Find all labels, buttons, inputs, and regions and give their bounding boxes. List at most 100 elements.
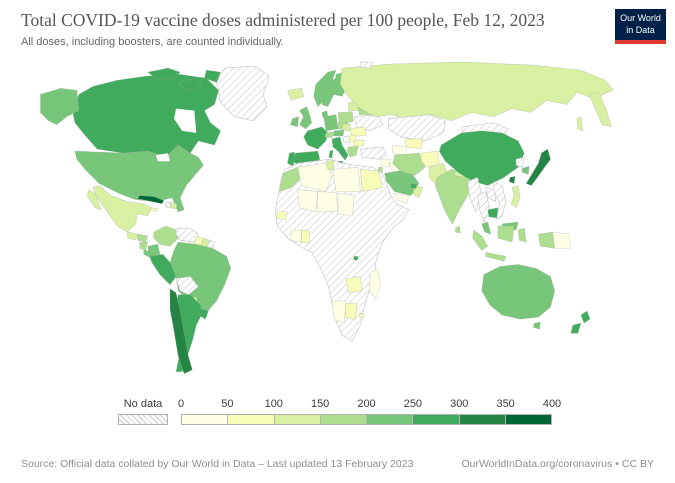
legend-bin-swatch[interactable]	[182, 415, 229, 424]
country-cuba[interactable]	[137, 195, 165, 205]
country-austria[interactable]	[332, 129, 345, 137]
country-iceland[interactable]	[287, 88, 304, 101]
country-uae[interactable]	[410, 183, 418, 189]
country-italy-sardinia[interactable]	[328, 149, 334, 159]
country-senegal[interactable]	[275, 211, 288, 221]
country-guatemala[interactable]	[127, 231, 138, 241]
country-madagascar[interactable]	[369, 268, 381, 300]
country-new-zealand-south[interactable]	[570, 322, 582, 334]
country-indonesia-sumatra[interactable]	[472, 229, 489, 251]
country-algeria[interactable]	[297, 162, 333, 192]
country-honduras[interactable]	[137, 233, 149, 243]
country-ireland[interactable]	[290, 116, 299, 128]
country-colombia[interactable]	[153, 225, 179, 247]
country-rwanda[interactable]	[352, 256, 359, 261]
country-chad[interactable]	[337, 193, 355, 217]
country-iran[interactable]	[392, 152, 426, 176]
country-egypt[interactable]	[359, 169, 383, 192]
country-romania[interactable]	[349, 126, 367, 138]
legend-bin-swatch[interactable]	[413, 415, 460, 424]
country-indonesia-kalimantan[interactable]	[497, 225, 515, 243]
country-italy[interactable]	[331, 136, 349, 161]
country-united-states[interactable]	[74, 144, 204, 213]
country-greece[interactable]	[346, 145, 359, 158]
country-svalbard[interactable]	[359, 61, 373, 69]
country-botswana[interactable]	[344, 302, 358, 320]
country-turkey[interactable]	[359, 146, 387, 160]
country-nicaragua[interactable]	[139, 241, 149, 251]
country-indonesia-sulawesi[interactable]	[517, 227, 527, 243]
country-sri-lanka[interactable]	[455, 225, 461, 234]
country-oman[interactable]	[412, 185, 424, 198]
legend-bin-swatch[interactable]	[505, 415, 551, 424]
country-canada-arctic1[interactable]	[147, 67, 181, 81]
country-hungary[interactable]	[341, 123, 351, 132]
country-mexico[interactable]	[92, 185, 153, 233]
country-ghana[interactable]	[301, 229, 310, 244]
country-uzbekistan[interactable]	[404, 138, 424, 150]
country-france[interactable]	[303, 126, 329, 150]
legend-bin-swatch[interactable]	[459, 415, 506, 424]
country-niger[interactable]	[317, 191, 339, 213]
country-cambodia[interactable]	[487, 207, 499, 219]
country-taiwan[interactable]	[508, 176, 516, 184]
country-china[interactable]	[438, 130, 525, 186]
country-canada-arctic3[interactable]	[204, 69, 221, 83]
country-papua-new-guinea[interactable]	[552, 231, 572, 249]
country-germany[interactable]	[323, 114, 339, 132]
legend-bin-swatch[interactable]	[320, 415, 367, 424]
country-mali[interactable]	[297, 189, 319, 213]
country-namibia[interactable]	[331, 300, 347, 324]
country-bolivia[interactable]	[175, 276, 199, 296]
country-ecuador[interactable]	[147, 243, 161, 257]
country-afghanistan[interactable]	[420, 150, 440, 168]
country-venezuela[interactable]	[175, 227, 199, 243]
legend-no-data-swatch[interactable]	[118, 414, 168, 425]
legend-bin-swatch[interactable]	[274, 415, 321, 424]
country-mexico-baja[interactable]	[86, 189, 102, 211]
country-chile[interactable]	[169, 288, 193, 375]
country-philippines[interactable]	[510, 185, 521, 209]
country-indonesia-java[interactable]	[485, 251, 507, 262]
country-russia-sakhalin[interactable]	[576, 116, 584, 132]
country-canada[interactable]	[72, 73, 221, 158]
country-thailand[interactable]	[477, 191, 491, 223]
country-poland[interactable]	[337, 111, 354, 124]
country-japan[interactable]	[525, 148, 551, 186]
country-united-kingdom[interactable]	[299, 106, 313, 130]
country-syria[interactable]	[380, 158, 391, 168]
country-north-korea[interactable]	[515, 156, 525, 168]
country-uruguay[interactable]	[198, 308, 209, 320]
country-alaska[interactable]	[40, 88, 80, 126]
credit-link[interactable]: OurWorldInData.org/coronavirus • CC BY	[461, 458, 654, 470]
country-libya[interactable]	[332, 166, 361, 192]
country-yemen[interactable]	[394, 193, 410, 205]
country-switzerland[interactable]	[324, 131, 334, 139]
owid-logo[interactable]: Our World in Data	[615, 9, 666, 44]
country-eswatini[interactable]	[358, 312, 365, 319]
country-russia[interactable]	[339, 61, 614, 122]
country-malaysia[interactable]	[481, 221, 492, 235]
country-kazakhstan[interactable]	[388, 114, 446, 142]
country-tunisia[interactable]	[326, 159, 335, 171]
country-indonesia-papua[interactable]	[538, 231, 555, 249]
country-peru[interactable]	[149, 254, 177, 285]
country-cote-divoire[interactable]	[290, 229, 302, 243]
country-morocco[interactable]	[279, 166, 302, 192]
country-dominican-republic[interactable]	[169, 202, 178, 210]
country-russia-kamchatka[interactable]	[588, 92, 612, 128]
legend-bin-swatch[interactable]	[367, 415, 414, 424]
country-jamaica[interactable]	[150, 207, 159, 213]
country-portugal[interactable]	[287, 151, 295, 167]
country-australia[interactable]	[481, 264, 555, 320]
country-canada-arctic2[interactable]	[177, 77, 203, 91]
country-south-korea[interactable]	[521, 165, 530, 175]
country-zambia[interactable]	[345, 276, 363, 294]
country-new-zealand-north[interactable]	[580, 310, 591, 324]
country-laos[interactable]	[485, 187, 497, 203]
country-vietnam[interactable]	[493, 181, 507, 221]
country-bulgaria[interactable]	[353, 139, 365, 147]
country-greenland[interactable]	[216, 65, 270, 122]
country-turkmenistan[interactable]	[392, 144, 408, 156]
country-australia-tasmania[interactable]	[533, 321, 541, 330]
